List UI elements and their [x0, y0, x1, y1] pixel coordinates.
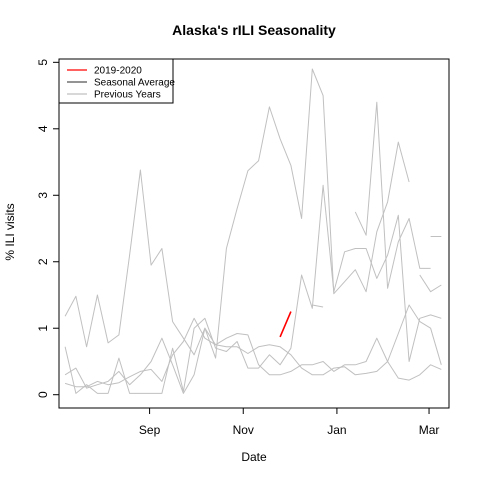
x-axis-label: Date: [241, 450, 267, 464]
y-tick-label: 4: [36, 125, 50, 132]
x-tick-label: Mar: [419, 423, 440, 437]
y-tick-label: 3: [36, 192, 50, 199]
legend-label: Seasonal Average: [94, 78, 175, 89]
y-tick-label: 2: [36, 258, 50, 265]
legend-label: Previous Years: [94, 90, 161, 101]
x-tick-label: Sep: [139, 423, 161, 437]
chart-title: Alaska's rILI Seasonality: [172, 22, 336, 38]
x-tick-label: Jan: [327, 423, 346, 437]
y-tick-label: 0: [36, 391, 50, 398]
y-tick-label: 1: [36, 325, 50, 332]
y-tick-label: 5: [36, 59, 50, 66]
y-axis-label: % ILI visits: [3, 203, 17, 260]
legend-label: 2019-2020: [94, 66, 142, 77]
x-tick-label: Nov: [233, 423, 254, 437]
